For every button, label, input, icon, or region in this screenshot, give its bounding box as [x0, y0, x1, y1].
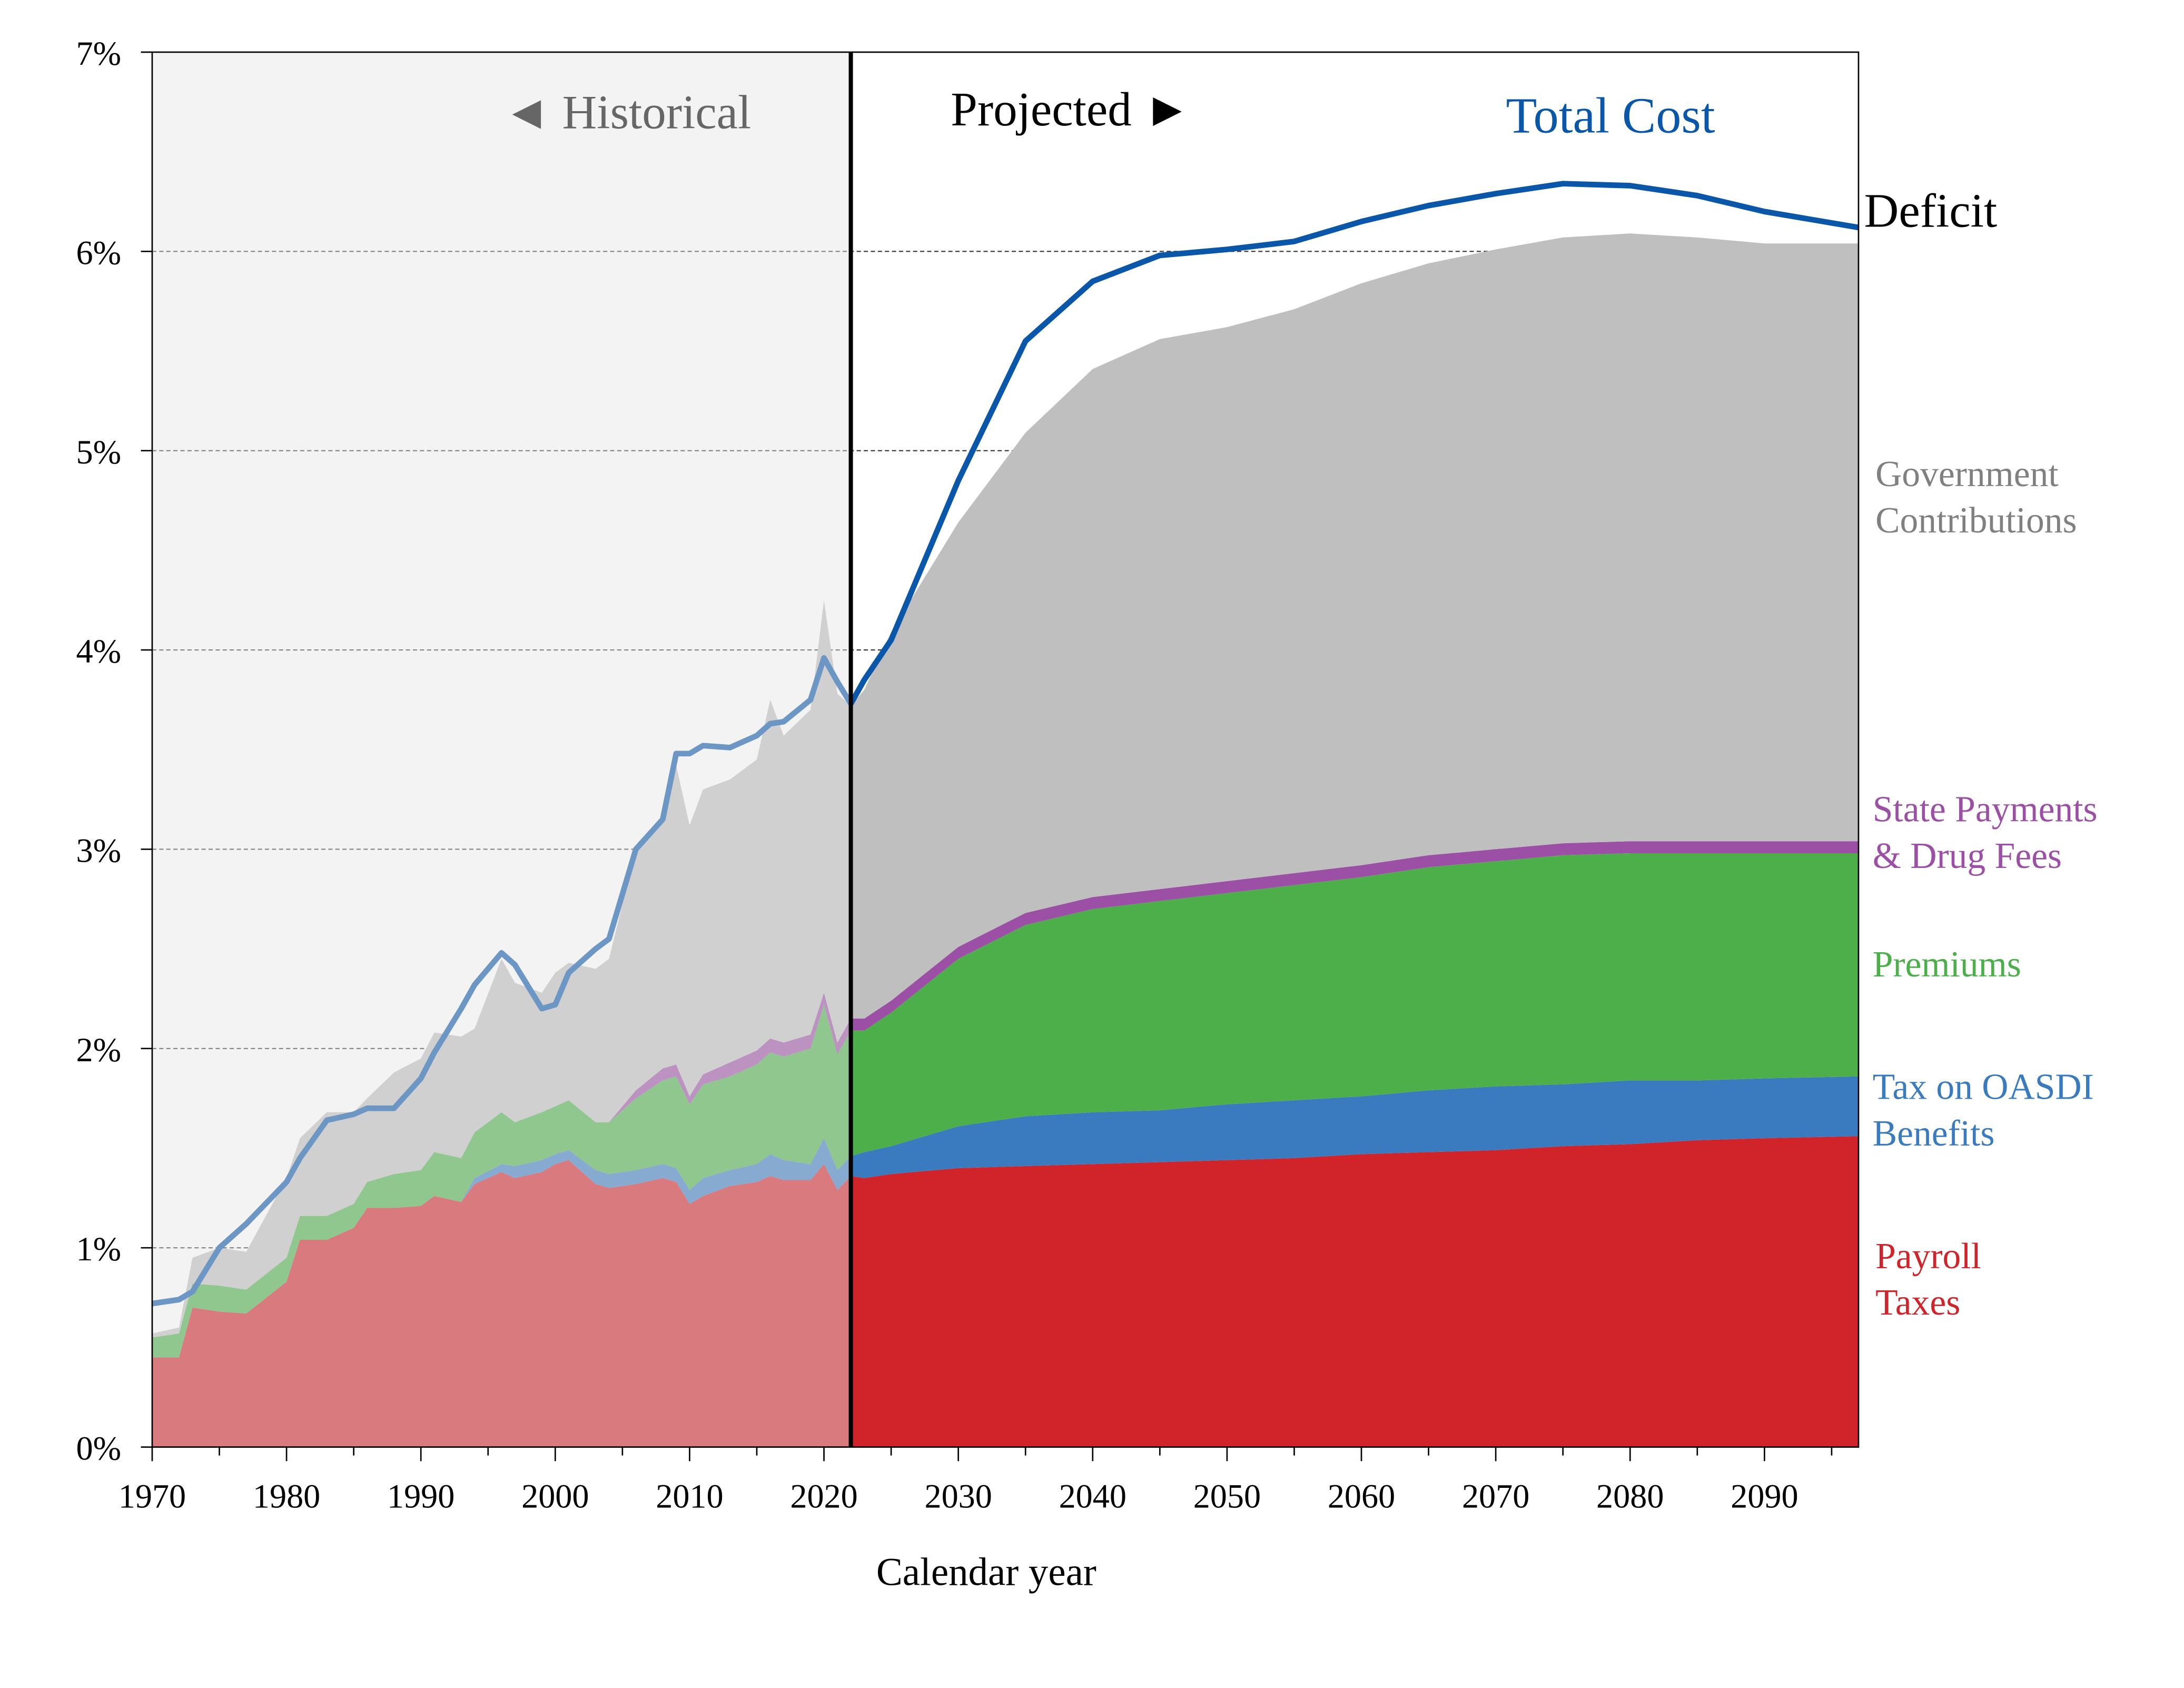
- total-cost-label: Total Cost: [1506, 87, 1715, 143]
- x-tick-label: 2000: [521, 1478, 589, 1515]
- x-tick-label: 2010: [656, 1478, 723, 1515]
- area-premiums: [152, 853, 1859, 1358]
- historical-shading: [152, 52, 851, 1447]
- label-tax-oasdi-line2: Benefits: [1873, 1113, 1995, 1154]
- area-payroll-taxes: [152, 1136, 1859, 1447]
- x-tick-label: 1990: [387, 1478, 454, 1515]
- x-tick-label: 2070: [1462, 1478, 1529, 1515]
- x-tick-label: 2040: [1059, 1478, 1126, 1515]
- x-axis-label: Calendar year: [876, 1551, 1096, 1594]
- x-tick-label: 1970: [118, 1478, 186, 1515]
- x-tick-label: 2020: [790, 1478, 857, 1515]
- series-labels: Government Contributions State Payments …: [1873, 454, 2098, 1323]
- area-government-contributions: [152, 233, 1859, 1338]
- x-tick-label: 2030: [924, 1478, 992, 1515]
- cost-lines: [152, 181, 1859, 1307]
- label-premiums: Premiums: [1873, 944, 2021, 985]
- projected-label: Projected ►: [951, 83, 1191, 136]
- label-state-line2: & Drug Fees: [1873, 836, 2062, 876]
- x-tick-label: 2080: [1596, 1478, 1664, 1515]
- label-payroll-line1: Payroll: [1875, 1236, 1981, 1277]
- label-state-line1: State Payments: [1873, 789, 2098, 830]
- x-tick-label: 2060: [1328, 1478, 1395, 1515]
- y-tick-label: 2%: [76, 1031, 122, 1069]
- line-total-cost: [152, 181, 1859, 1307]
- x-tick-label: 2090: [1731, 1478, 1798, 1515]
- y-tick-label: 1%: [76, 1230, 122, 1268]
- y-tick-label: 7%: [76, 35, 122, 72]
- x-axis: 1970 1980 1990 2000 2010 2020 2030 2040 2050 2060…: [118, 1447, 1833, 1515]
- y-tick-label: 3%: [76, 832, 122, 870]
- y-tick-label: 6%: [76, 234, 122, 271]
- plot-frame: [151, 51, 1860, 1448]
- x-tick-label: 1980: [253, 1478, 320, 1515]
- label-government-line2: Contributions: [1875, 500, 2077, 541]
- y-axis: 0% 1% 2% 3% 4% 5% 6% 7%: [76, 35, 152, 1467]
- label-payroll-line2: Taxes: [1875, 1282, 1960, 1323]
- stacked-areas: [152, 233, 1859, 1447]
- label-tax-oasdi-line1: Tax on OASDI: [1873, 1067, 2094, 1108]
- label-government-line1: Government: [1875, 454, 2059, 495]
- y-tick-label: 4%: [76, 633, 122, 670]
- deficit-label: Deficit: [1864, 184, 1998, 238]
- area-tax-on-oasdi-benefits: [152, 1076, 1859, 1358]
- x-tick-label: 2050: [1193, 1478, 1261, 1515]
- y-tick-label: 5%: [76, 433, 122, 471]
- historical-label: ◄ Historical: [503, 85, 751, 139]
- y-tick-label: 0%: [76, 1430, 122, 1467]
